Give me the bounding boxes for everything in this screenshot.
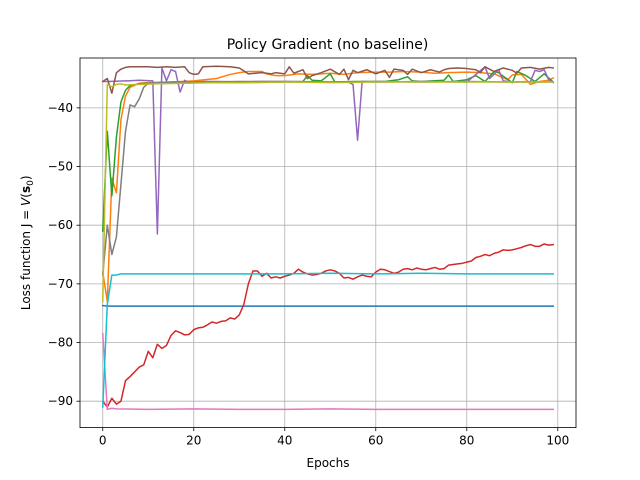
y-tick-label: −80 [48,336,73,350]
y-axis-label: Loss function J = V(s0) [19,175,36,310]
grid-lines [80,58,576,428]
x-tick-label: 0 [99,434,107,448]
series-line-6 [101,65,555,94]
series-line-1 [101,304,554,307]
x-tick-label: 100 [546,434,569,448]
y-axis-label-prefix: Loss function J = [19,206,33,310]
x-axis-label: Epochs [307,456,350,470]
y-tick-label: −40 [48,101,73,115]
plot-frame [79,57,577,429]
series-line-4 [101,243,555,408]
y-axis-label-open: ( [19,193,33,198]
series-line-10 [101,272,554,408]
y-axis-ticks: −90 −80 −70 −60 −50 −40 [48,101,80,408]
series-line-9 [101,81,554,303]
y-axis-label-s: s [19,186,33,193]
x-tick-label: 60 [368,434,383,448]
series-lines [101,65,555,411]
y-axis-label-sub: 0 [26,180,36,186]
y-axis-label-close: ) [19,175,33,180]
y-tick-label: −60 [48,218,73,232]
x-tick-label: 80 [459,434,474,448]
x-tick-label: 20 [186,434,201,448]
y-tick-label: −70 [48,277,73,291]
x-axis-ticks: 0 20 40 60 80 100 [99,427,569,448]
series-line-7 [101,332,554,411]
y-axis-label-v: V [19,197,33,206]
x-tick-label: 40 [277,434,292,448]
y-tick-label: −90 [48,394,73,408]
y-tick-label: −50 [48,160,73,174]
chart-title: Policy Gradient (no baseline) [227,37,429,53]
